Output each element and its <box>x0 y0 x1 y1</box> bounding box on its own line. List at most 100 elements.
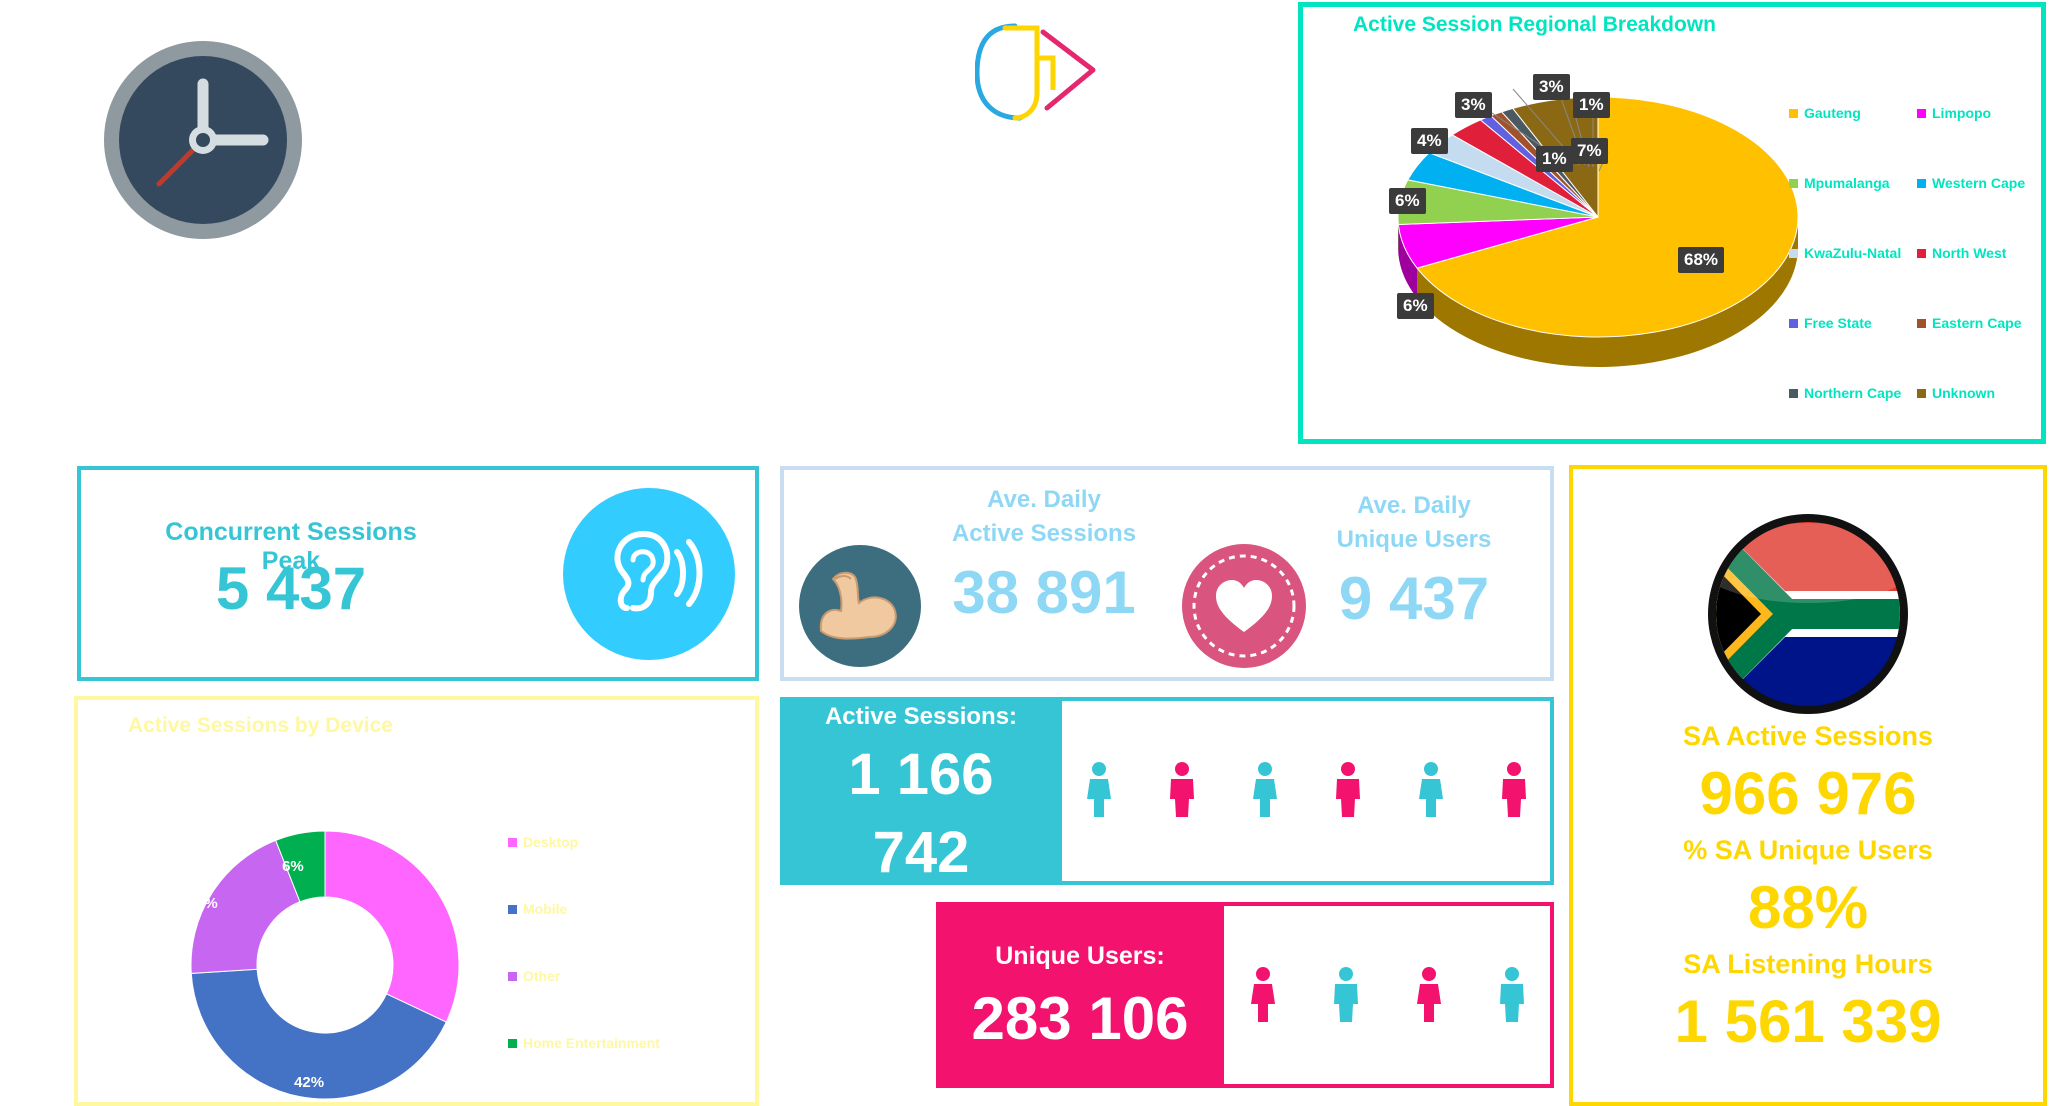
regional-label-north-west: 3% <box>1533 74 1570 100</box>
daily-active-title-line1: Ave. Daily <box>987 486 1101 513</box>
regional-label-unknown: 7% <box>1571 138 1608 164</box>
regional-slice-gauteng <box>1416 96 1799 338</box>
device-slice-mobile <box>190 968 447 1100</box>
sa-listening-hours-value: 1 561 339 <box>1674 988 1942 1055</box>
legend-swatch <box>508 904 517 914</box>
legend-label: Eastern Cape <box>1932 315 2022 331</box>
person-icon <box>1167 761 1197 824</box>
legend-label: Home Entertainment <box>523 1035 660 1051</box>
person-icon <box>1250 761 1280 824</box>
clock-icon <box>103 40 303 240</box>
sa-active-sessions-value: 966 976 <box>1699 760 1917 827</box>
legend-swatch <box>1917 108 1926 118</box>
person-icon <box>1331 966 1361 1029</box>
device-chart-title: Active Sessions by Device <box>128 714 393 737</box>
device-sessions-panel: Active Sessions by Device Desktop Mobile O… <box>74 696 759 1106</box>
regional-slice-side-limpopo <box>1398 224 1418 299</box>
device-label-other: 20% <box>187 894 218 912</box>
regional-label-free-state: 1% <box>1573 92 1610 118</box>
legend-label: Desktop <box>523 834 579 850</box>
legend-label: Northern Cape <box>1804 385 1902 401</box>
regional-legend-free-state: Free State <box>1789 315 1872 331</box>
legend-swatch <box>1917 248 1926 258</box>
ear-icon <box>563 488 735 660</box>
person-icon <box>1248 966 1278 1029</box>
sa-stats-panel: SA Active Sessions 966 976 % SA Unique U… <box>1569 465 2047 1106</box>
sa-active-sessions-label: SA Active Sessions <box>1682 721 1934 751</box>
regional-chart-title: Active Session Regional Breakdown <box>1353 13 1716 36</box>
active-sessions-value-line1: 1 166 <box>848 742 994 807</box>
daily-stats-panel: Ave. Daily Active Sessions 38 891 Ave. D… <box>780 466 1554 681</box>
concurrent-sessions-panel: Concurrent Sessions Peak 5 437 <box>77 466 759 681</box>
unique-users-strip: Unique Users: 283 106 <box>936 902 1554 1088</box>
sa-unique-users-value: 88% <box>1747 874 1869 941</box>
regional-legend-north-west: North West <box>1917 245 2006 261</box>
legend-label: Mobile <box>523 901 568 917</box>
daily-unique-title-line2: Unique Users <box>1336 526 1492 553</box>
legend-swatch <box>1789 178 1798 188</box>
legend-swatch <box>1789 318 1798 328</box>
regional-label-gauteng: 68% <box>1678 247 1725 273</box>
regional-legend-western-cape: Western Cape <box>1917 175 2025 191</box>
regional-label-limpopo: 6% <box>1397 293 1434 319</box>
person-icon <box>1499 761 1529 824</box>
daily-unique-value: 9 437 <box>1338 565 1490 632</box>
person-icon <box>1084 761 1114 824</box>
daily-unique-title-line1: Ave. Daily <box>1357 492 1471 519</box>
regional-legend-limpopo: Limpopo <box>1917 105 1991 121</box>
south-africa-flag <box>1707 513 1909 715</box>
active-sessions-box <box>780 697 1062 885</box>
regional-legend-mpumalanga: Mpumalanga <box>1789 175 1890 191</box>
device-legend-desktop: Desktop <box>508 834 578 850</box>
legend-swatch <box>1917 318 1926 328</box>
person-icon <box>1416 761 1446 824</box>
regional-legend-northern-cape: Northern Cape <box>1789 385 1901 401</box>
daily-active-value: 38 891 <box>952 559 1136 626</box>
legend-swatch <box>1789 108 1798 118</box>
active-sessions-value-line2: 742 <box>872 820 970 885</box>
legend-swatch <box>508 971 517 981</box>
legend-swatch <box>1789 248 1798 258</box>
device-legend-other: Other <box>508 968 560 984</box>
device-label-home-entertainment: 6% <box>282 857 304 875</box>
legend-label: Other <box>523 968 561 984</box>
legend-swatch <box>1917 178 1926 188</box>
legend-label: Limpopo <box>1932 105 1992 121</box>
legend-label: Gauteng <box>1804 105 1861 121</box>
unique-users-label: Unique Users: <box>995 942 1165 970</box>
regional-slice-side-gauteng <box>1417 217 1798 367</box>
regional-legend-kwazulu-natal: KwaZulu-Natal <box>1789 245 1901 261</box>
device-slice-home-entertainment <box>275 830 326 903</box>
flexed-bicep-icon <box>799 545 921 667</box>
device-slice-other <box>190 839 301 974</box>
regional-legend-eastern-cape: Eastern Cape <box>1917 315 2021 331</box>
concurrent-sessions-title: Concurrent Sessions Peak <box>165 518 417 575</box>
sa-listening-hours-label: SA Listening Hours <box>1683 949 1933 979</box>
daily-active-title-line2: Active Sessions <box>951 520 1137 547</box>
unique-users-value: 283 106 <box>971 985 1189 1052</box>
legend-swatch <box>1789 388 1798 398</box>
unique-users-box <box>936 902 1224 1088</box>
person-icon <box>1497 966 1527 1029</box>
legend-label: Mpumalanga <box>1804 175 1890 191</box>
sa-unique-users-label: % SA Unique Users <box>1683 835 1933 865</box>
legend-label: Unknown <box>1932 385 1995 401</box>
person-icon <box>1414 966 1444 1029</box>
regional-label-eastern-cape: 1% <box>1536 146 1573 172</box>
legend-swatch <box>1917 388 1926 398</box>
device-donut-chart <box>190 830 460 1100</box>
legend-label: Western Cape <box>1932 175 2026 191</box>
regional-label-kwazulu-natal: 3% <box>1455 92 1492 118</box>
legend-swatch <box>508 1038 517 1048</box>
regional-label-mpumalanga: 6% <box>1389 188 1426 214</box>
legend-swatch <box>508 837 517 847</box>
regional-label-western-cape: 4% <box>1411 128 1448 154</box>
legend-label: Free State <box>1804 315 1872 331</box>
device-label-desktop: 32% <box>450 894 481 912</box>
device-slice-desktop <box>324 830 460 1023</box>
legend-label: KwaZulu-Natal <box>1804 245 1902 261</box>
regional-legend-unknown: Unknown <box>1917 385 1995 401</box>
device-legend-mobile: Mobile <box>508 901 567 917</box>
regional-pie-chart <box>1397 86 1799 367</box>
legend-label: North West <box>1932 245 2007 261</box>
